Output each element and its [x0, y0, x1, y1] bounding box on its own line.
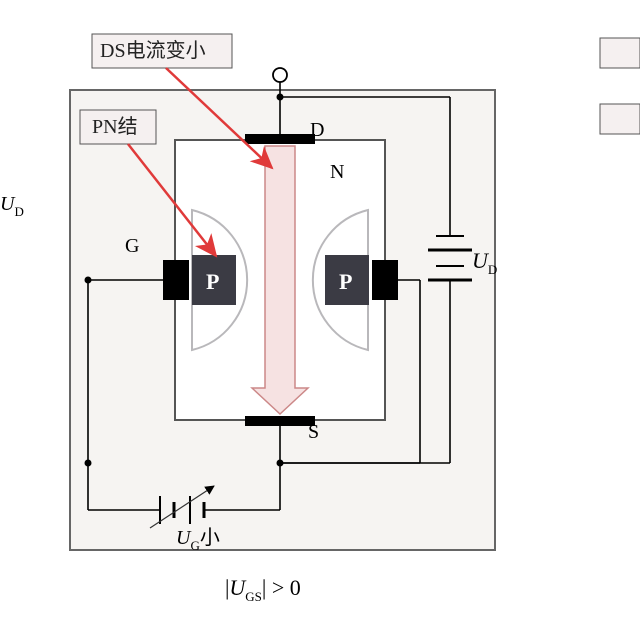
- drain-contact: [245, 134, 315, 144]
- callout-ds-text: DS电流变小: [100, 39, 206, 62]
- top-terminal: [273, 68, 287, 82]
- caption: |UGS| > 0: [225, 575, 301, 604]
- jfet-diagram: UD P P D S N G UG小 DS电流变小 PN结 UD: [0, 0, 640, 640]
- p-label-right: P: [339, 269, 352, 294]
- right-crop-box-2: [600, 104, 640, 134]
- source-contact: [245, 416, 315, 426]
- label-n: N: [330, 161, 344, 183]
- label-d: D: [310, 119, 324, 141]
- label-g: G: [125, 235, 139, 257]
- left-edge-ud: UD: [0, 193, 24, 219]
- right-crop-box-1: [600, 38, 640, 68]
- p-label-left: P: [206, 269, 219, 294]
- gate-contact-right: [372, 260, 398, 300]
- label-s: S: [308, 421, 319, 443]
- callout-pn-text: PN结: [92, 115, 138, 138]
- gate-contact-left: [163, 260, 189, 300]
